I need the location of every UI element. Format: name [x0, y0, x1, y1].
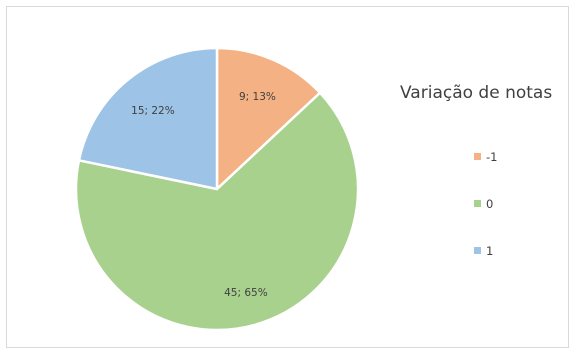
pie-slice-0 [74, 91, 360, 332]
pie-slice--1 [215, 46, 322, 191]
legend-swatch-0 [474, 200, 481, 207]
legend-label--1: -1 [486, 150, 497, 164]
pie-slices [74, 46, 360, 332]
legend-label-0: 0 [486, 197, 493, 211]
legend-swatch-1 [474, 247, 481, 254]
pie-slice-1 [77, 46, 219, 191]
data-label-0: 45; 65% [224, 287, 268, 299]
data-label-1: 15; 22% [131, 105, 175, 117]
legend-title: Variação de notas [400, 83, 552, 103]
legend-swatch--1 [474, 153, 481, 160]
data-labels: 9; 13% 45; 65% 15; 22% [131, 91, 276, 299]
data-label--1: 9; 13% [239, 91, 276, 103]
legend: Variação de notas -1 0 1 [400, 83, 552, 258]
legend-label-1: 1 [486, 244, 493, 258]
